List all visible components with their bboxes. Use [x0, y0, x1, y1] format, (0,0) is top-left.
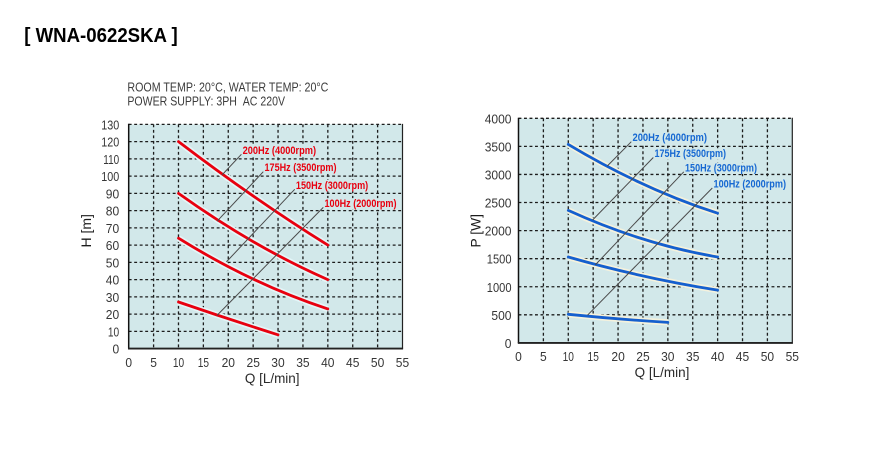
- svg-text:175Hz (3500rpm): 175Hz (3500rpm): [265, 162, 337, 174]
- svg-text:POWER SUPPLY: 3PH AC 220V: POWER SUPPLY: 3PH AC 220V: [127, 95, 285, 109]
- svg-text:130: 130: [101, 117, 119, 132]
- svg-text:20: 20: [106, 307, 119, 322]
- svg-text:40: 40: [711, 349, 724, 364]
- svg-text:25: 25: [247, 355, 260, 370]
- svg-text:15: 15: [198, 355, 209, 370]
- svg-text:55: 55: [786, 349, 799, 364]
- svg-text:40: 40: [321, 355, 334, 370]
- svg-text:110: 110: [103, 152, 119, 167]
- svg-text:3000: 3000: [485, 167, 512, 182]
- svg-text:500: 500: [491, 308, 511, 323]
- svg-text:150Hz (3000rpm): 150Hz (3000rpm): [685, 162, 757, 174]
- svg-text:ROOM TEMP: 20°C, WATER TEMP: 2: ROOM TEMP: 20°C, WATER TEMP: 20°C: [127, 81, 328, 95]
- svg-text:0: 0: [505, 336, 512, 351]
- svg-text:10: 10: [563, 349, 574, 364]
- svg-text:100Hz (2000rpm): 100Hz (2000rpm): [714, 179, 787, 191]
- svg-text:2500: 2500: [485, 196, 512, 211]
- svg-text:80: 80: [106, 204, 119, 219]
- svg-text:60: 60: [106, 238, 119, 253]
- svg-text:10: 10: [108, 324, 119, 339]
- svg-text:H [m]: H [m]: [78, 214, 94, 247]
- svg-text:1500: 1500: [487, 252, 512, 267]
- svg-text:20: 20: [611, 349, 624, 364]
- svg-text:45: 45: [736, 349, 749, 364]
- svg-text:30: 30: [106, 290, 119, 305]
- svg-text:P [W]: P [W]: [467, 214, 483, 247]
- svg-text:Q [L/min]: Q [L/min]: [635, 364, 690, 380]
- svg-text:1000: 1000: [487, 280, 512, 295]
- svg-text:5: 5: [540, 349, 547, 364]
- svg-text:2000: 2000: [485, 224, 512, 239]
- svg-text:20: 20: [222, 355, 235, 370]
- svg-text:30: 30: [661, 349, 674, 364]
- svg-text:3500: 3500: [485, 139, 512, 154]
- svg-text:0: 0: [113, 342, 120, 357]
- svg-text:150Hz (3000rpm): 150Hz (3000rpm): [296, 180, 369, 192]
- svg-text:0: 0: [515, 349, 522, 364]
- svg-text:55: 55: [396, 355, 409, 370]
- svg-text:100Hz (2000rpm): 100Hz (2000rpm): [325, 198, 397, 210]
- svg-text:90: 90: [106, 186, 119, 201]
- svg-text:35: 35: [296, 355, 309, 370]
- svg-text:5: 5: [150, 355, 157, 370]
- svg-text:25: 25: [636, 349, 649, 364]
- svg-text:70: 70: [106, 221, 119, 236]
- svg-text:[ WNA-0622SKA ]: [ WNA-0622SKA ]: [24, 24, 178, 47]
- svg-text:200Hz (4000rpm): 200Hz (4000rpm): [633, 132, 708, 144]
- svg-text:0: 0: [125, 355, 132, 370]
- svg-text:15: 15: [588, 349, 599, 364]
- svg-text:50: 50: [761, 349, 774, 364]
- svg-text:50: 50: [106, 255, 119, 270]
- svg-text:50: 50: [371, 355, 384, 370]
- svg-text:45: 45: [346, 355, 359, 370]
- svg-text:4000: 4000: [485, 111, 512, 126]
- svg-text:40: 40: [106, 273, 119, 288]
- svg-text:10: 10: [173, 355, 184, 370]
- svg-text:30: 30: [271, 355, 284, 370]
- svg-text:Q [L/min]: Q [L/min]: [245, 370, 300, 386]
- svg-text:200Hz (4000rpm): 200Hz (4000rpm): [243, 145, 317, 157]
- svg-text:100: 100: [101, 169, 119, 184]
- svg-text:120: 120: [101, 135, 119, 150]
- svg-text:35: 35: [686, 349, 699, 364]
- svg-text:175Hz (3500rpm): 175Hz (3500rpm): [655, 148, 727, 160]
